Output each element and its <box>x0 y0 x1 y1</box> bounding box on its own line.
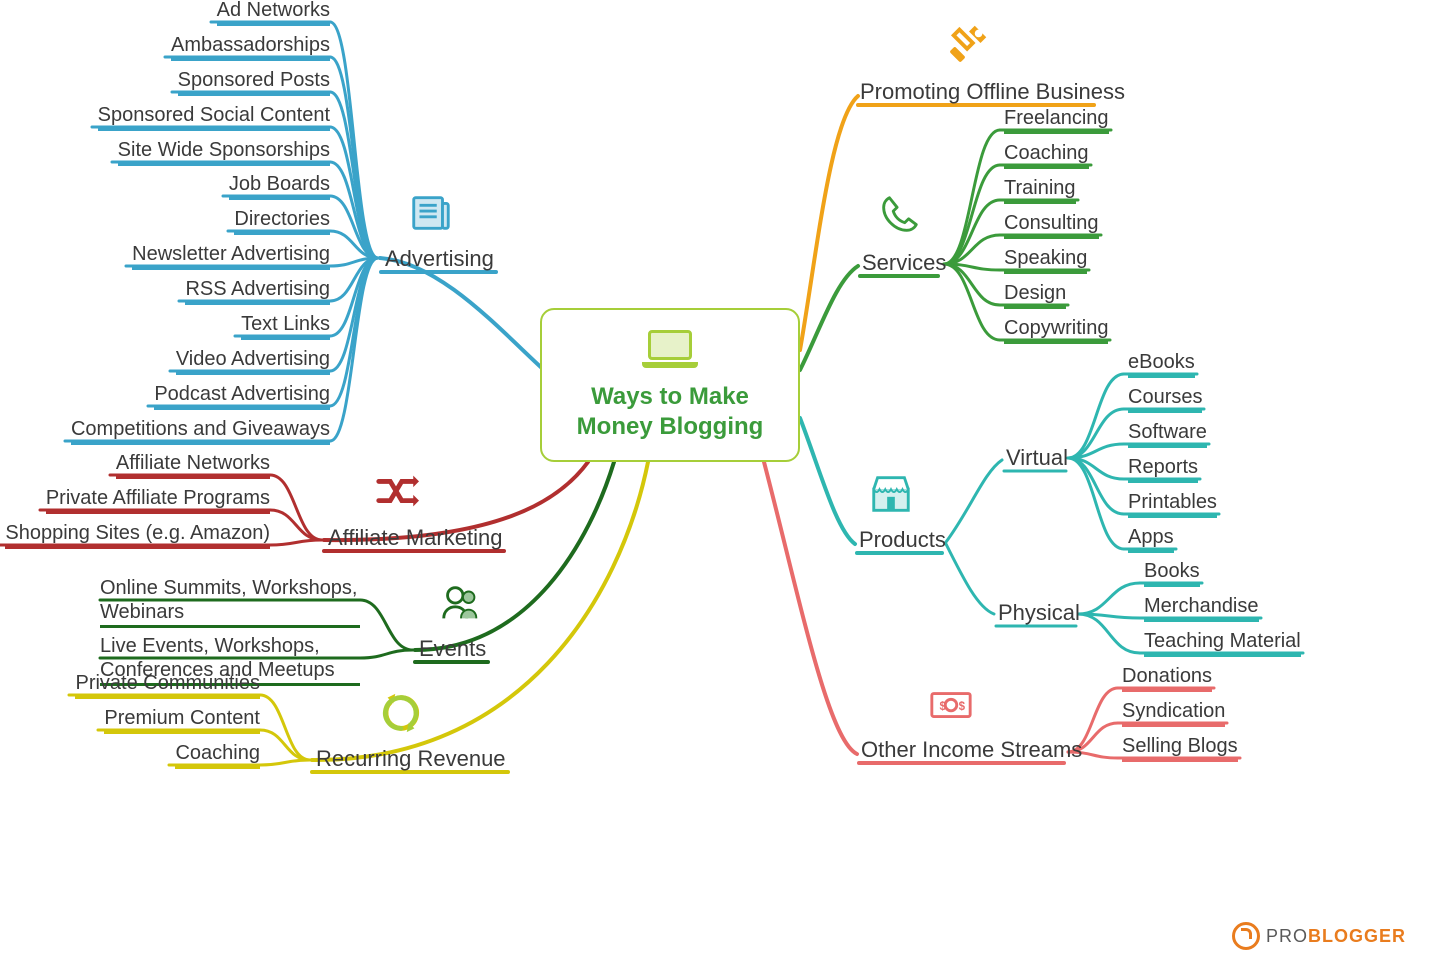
leaf-advertising-2: Sponsored Posts <box>0 68 330 98</box>
center-title-line1: Ways to Make <box>542 382 798 412</box>
leaf-affiliate-2: Shopping Sites (e.g. Amazon) <box>0 521 270 551</box>
leaf-advertising-12: Competitions and Giveaways <box>0 417 330 447</box>
leaf-services-5: Design <box>1004 281 1066 311</box>
sub-products-0: Virtual <box>1006 445 1068 471</box>
leaf-advertising-6: Directories <box>0 207 330 237</box>
tools-icon <box>946 20 992 66</box>
leaf-advertising-11: Podcast Advertising <box>0 382 330 412</box>
leaf-advertising-9: Text Links <box>0 312 330 342</box>
leaf-products-0-3: Reports <box>1128 455 1198 485</box>
leaf-products-1-0: Books <box>1144 559 1200 589</box>
money-icon: $$ <box>928 682 974 728</box>
logo-prefix: PRO <box>1266 926 1308 946</box>
svg-text:$: $ <box>959 701 966 713</box>
newspaper-icon <box>408 190 454 236</box>
branch-advertising: Advertising <box>385 246 494 272</box>
leaf-events-0: Online Summits, Workshops, Webinars <box>100 576 360 630</box>
logo-mark-icon <box>1232 922 1260 950</box>
branch-services: Services <box>862 250 946 276</box>
leaf-advertising-4: Site Wide Sponsorships <box>0 138 330 168</box>
leaf-services-6: Copywriting <box>1004 316 1108 346</box>
footer-logo: PROBLOGGER <box>1232 922 1406 950</box>
leaf-other-0: Donations <box>1122 664 1212 694</box>
leaf-affiliate-0: Affiliate Networks <box>0 451 270 481</box>
mindmap-stage: Ways to Make Money Blogging PROBLOGGER A… <box>0 0 1430 968</box>
branch-offline: Promoting Offline Business <box>860 79 1125 105</box>
leaf-advertising-7: Newsletter Advertising <box>0 242 330 272</box>
branch-affiliate: Affiliate Marketing <box>328 525 502 551</box>
cycle-icon <box>378 690 424 736</box>
leaf-products-0-5: Apps <box>1128 525 1174 555</box>
leaf-products-1-2: Teaching Material <box>1144 629 1301 659</box>
leaf-advertising-0: Ad Networks <box>0 0 330 28</box>
leaf-products-0-0: eBooks <box>1128 350 1195 380</box>
center-node: Ways to Make Money Blogging <box>540 308 800 462</box>
leaf-advertising-8: RSS Advertising <box>0 277 330 307</box>
logo-suffix: BLOGGER <box>1308 926 1406 946</box>
leaf-recurring-2: Coaching <box>0 741 260 771</box>
leaf-products-1-1: Merchandise <box>1144 594 1259 624</box>
sub-products-1: Physical <box>998 600 1080 626</box>
leaf-affiliate-1: Private Affiliate Programs <box>0 486 270 516</box>
branch-other: Other Income Streams <box>861 737 1082 763</box>
laptop-icon <box>642 330 698 368</box>
leaf-services-3: Consulting <box>1004 211 1099 241</box>
leaf-other-2: Selling Blogs <box>1122 734 1238 764</box>
leaf-products-0-1: Courses <box>1128 385 1202 415</box>
leaf-services-1: Coaching <box>1004 141 1089 171</box>
leaf-advertising-3: Sponsored Social Content <box>0 103 330 133</box>
leaf-advertising-1: Ambassadorships <box>0 33 330 63</box>
branch-events: Events <box>419 636 486 662</box>
branch-products: Products <box>859 527 946 553</box>
leaf-recurring-0: Private Communities <box>0 671 260 701</box>
phone-icon <box>876 192 922 238</box>
leaf-services-2: Training <box>1004 176 1076 206</box>
people-icon <box>438 580 484 626</box>
leaf-advertising-10: Video Advertising <box>0 347 330 377</box>
leaf-products-0-2: Software <box>1128 420 1207 450</box>
leaf-other-1: Syndication <box>1122 699 1225 729</box>
shop-icon <box>868 470 914 516</box>
shuffle-icon <box>373 468 419 514</box>
leaf-products-0-4: Printables <box>1128 490 1217 520</box>
leaf-advertising-5: Job Boards <box>0 172 330 202</box>
leaf-services-4: Speaking <box>1004 246 1087 276</box>
branch-recurring: Recurring Revenue <box>316 746 506 772</box>
svg-text:$: $ <box>940 701 947 713</box>
leaf-recurring-1: Premium Content <box>0 706 260 736</box>
center-title-line2: Money Blogging <box>542 412 798 442</box>
leaf-services-0: Freelancing <box>1004 106 1109 136</box>
